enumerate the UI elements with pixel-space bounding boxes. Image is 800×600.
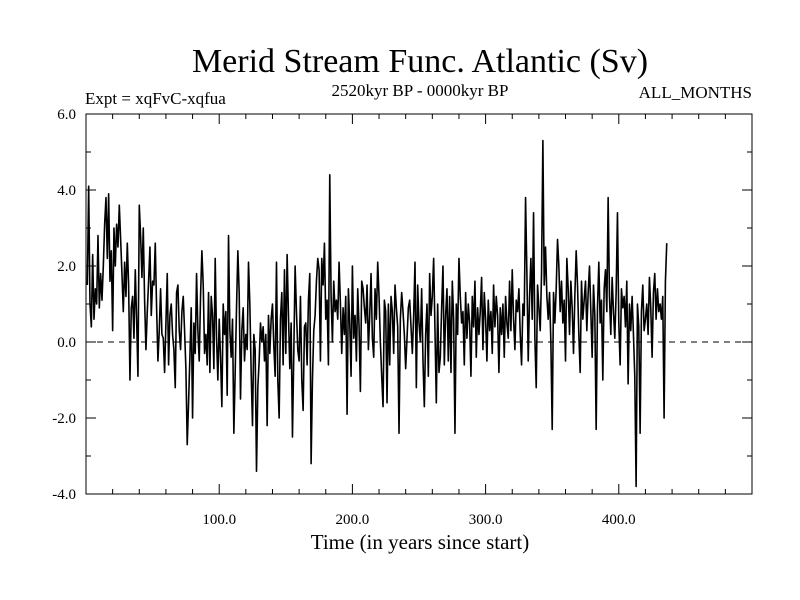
x-tick-label: 100.0 [202, 512, 236, 528]
x-tick-label: 300.0 [469, 512, 503, 528]
x-tick-label: 200.0 [336, 512, 370, 528]
subtitle-right: ALL_MONTHS [639, 83, 752, 102]
y-tick-label: 4.0 [57, 183, 76, 199]
y-tick-label: -2.0 [52, 411, 76, 427]
y-tick-label: 2.0 [57, 259, 76, 275]
y-tick-label: 6.0 [57, 107, 76, 123]
subtitle-left: Expt = xqFvC-xqfua [85, 89, 226, 108]
subtitle-center: 2520kyr BP - 0000kyr BP [332, 81, 509, 100]
y-tick-label: -4.0 [52, 487, 76, 503]
y-tick-label: 0.0 [57, 335, 76, 351]
chart-title: Merid Stream Func. Atlantic (Sv) [192, 43, 648, 80]
x-tick-label: 400.0 [602, 512, 636, 528]
x-axis-label: Time (in years since start) [311, 530, 530, 554]
series-line [86, 139, 668, 488]
